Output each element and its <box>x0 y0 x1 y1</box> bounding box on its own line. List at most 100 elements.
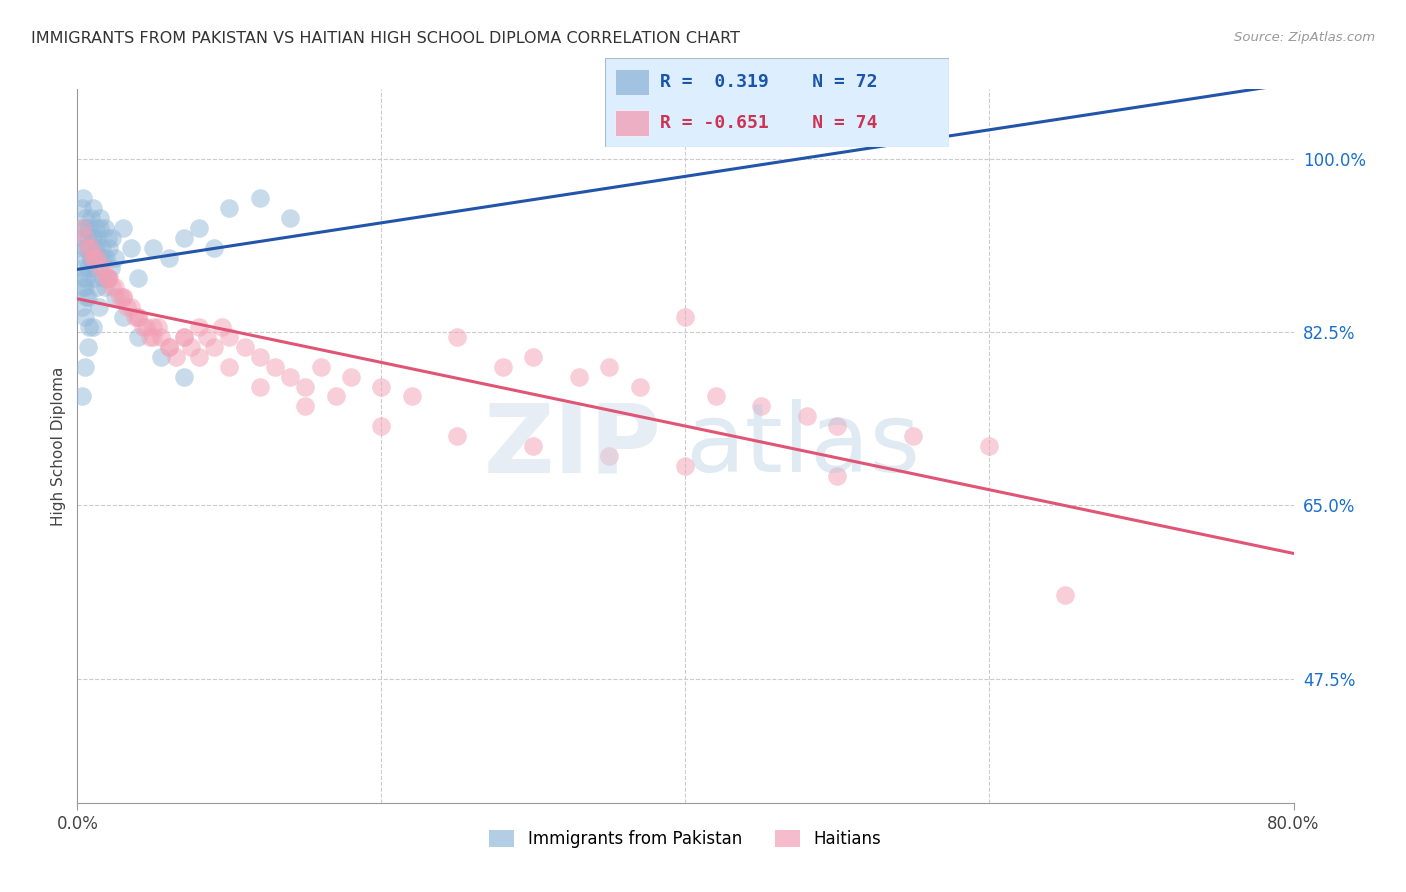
Point <box>111 221 134 235</box>
Bar <box>614 110 650 136</box>
Point <box>401 389 423 403</box>
Point <box>120 241 142 255</box>
Point <box>93 280 115 294</box>
Point <box>704 389 727 403</box>
Text: IMMIGRANTS FROM PAKISTAN VS HAITIAN HIGH SCHOOL DIPLOMA CORRELATION CHART: IMMIGRANTS FROM PAKISTAN VS HAITIAN HIGH… <box>31 31 740 46</box>
Point <box>97 270 120 285</box>
Point <box>82 320 104 334</box>
Point <box>188 320 211 334</box>
Point <box>157 251 180 265</box>
Point <box>77 340 100 354</box>
Point <box>218 359 240 374</box>
Point <box>202 241 225 255</box>
Point <box>79 221 101 235</box>
Point <box>87 300 110 314</box>
Point <box>84 241 107 255</box>
Point <box>446 330 468 344</box>
Point <box>75 221 97 235</box>
Point <box>278 369 301 384</box>
Point <box>83 251 105 265</box>
Point <box>86 280 108 294</box>
Point <box>127 310 149 325</box>
Point <box>111 310 134 325</box>
Point <box>73 280 96 294</box>
Point <box>165 350 187 364</box>
Point <box>73 211 96 225</box>
Point <box>75 270 97 285</box>
Point <box>173 330 195 344</box>
Point <box>83 270 105 285</box>
Point <box>124 310 146 325</box>
Point <box>77 290 100 304</box>
Point <box>73 359 96 374</box>
Point <box>97 270 120 285</box>
FancyBboxPatch shape <box>605 58 949 147</box>
Point <box>77 241 100 255</box>
Point <box>173 231 195 245</box>
Point <box>104 290 127 304</box>
Point <box>139 330 162 344</box>
Point <box>90 241 112 255</box>
Point <box>80 211 103 225</box>
Point <box>82 231 104 245</box>
Point <box>104 280 127 294</box>
Point <box>89 260 111 275</box>
Point <box>80 251 103 265</box>
Point <box>82 201 104 215</box>
Point <box>1054 588 1077 602</box>
Point <box>70 221 93 235</box>
Point <box>70 389 93 403</box>
Point <box>142 320 165 334</box>
Point <box>142 330 165 344</box>
Point <box>72 270 94 285</box>
Point <box>173 369 195 384</box>
Point <box>70 260 93 275</box>
Point <box>73 231 96 245</box>
Text: Source: ZipAtlas.com: Source: ZipAtlas.com <box>1234 31 1375 45</box>
Point <box>294 379 316 393</box>
Point <box>157 340 180 354</box>
Point <box>218 330 240 344</box>
Point <box>72 191 94 205</box>
Point <box>87 251 110 265</box>
Point <box>91 260 114 275</box>
Point <box>127 310 149 325</box>
Point <box>127 330 149 344</box>
Point <box>89 211 111 225</box>
Point <box>142 241 165 255</box>
Point <box>675 310 697 325</box>
Point <box>751 400 773 414</box>
Point <box>96 270 118 285</box>
Point <box>72 280 94 294</box>
Point <box>75 241 97 255</box>
Point <box>131 320 153 334</box>
Y-axis label: High School Diploma: High School Diploma <box>51 367 66 525</box>
Point <box>202 340 225 354</box>
Point <box>598 449 620 463</box>
Point <box>211 320 233 334</box>
Point <box>827 419 849 434</box>
Point <box>69 241 91 255</box>
Point <box>325 389 347 403</box>
Point <box>249 350 271 364</box>
Text: atlas: atlas <box>686 400 921 492</box>
Point <box>89 221 111 235</box>
Point <box>796 409 818 424</box>
Point <box>86 231 108 245</box>
Point <box>70 221 93 235</box>
Point <box>675 458 697 473</box>
Point <box>903 429 925 443</box>
Point <box>104 251 127 265</box>
Point <box>83 241 105 255</box>
Point <box>173 330 195 344</box>
Point <box>249 191 271 205</box>
Point <box>157 340 180 354</box>
Point <box>120 300 142 314</box>
Point <box>70 201 93 215</box>
Point <box>91 251 114 265</box>
Text: ZIP: ZIP <box>484 400 661 492</box>
Bar <box>614 69 650 95</box>
Point <box>91 270 114 285</box>
Point <box>86 251 108 265</box>
Point <box>149 330 172 344</box>
